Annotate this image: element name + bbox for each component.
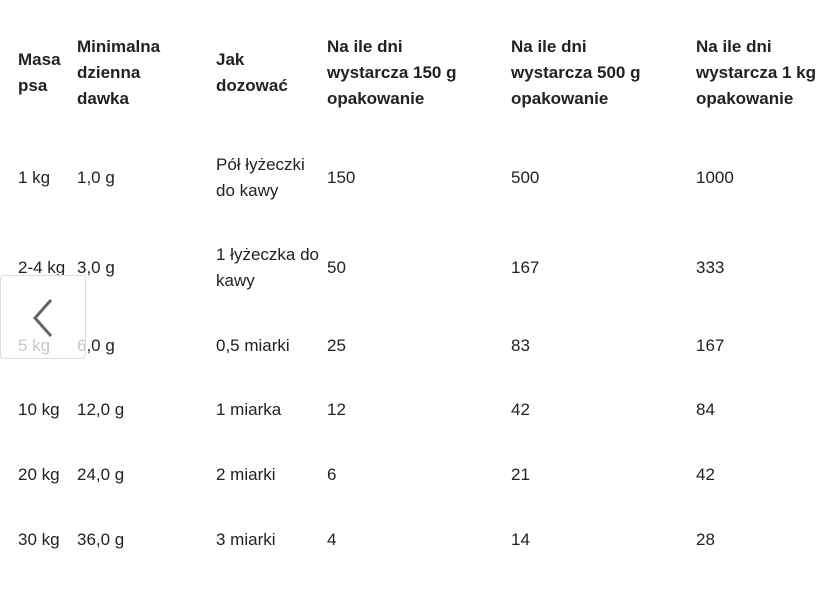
table-cell: Pół łyżeczki do kawy [216,155,305,200]
header-line: dzienna [77,63,141,82]
table-cell: 24,0 g [77,465,125,484]
table-cell: 3 miarki [216,530,276,549]
table-cell: 3,0 g [77,258,115,277]
chevron [32,299,53,337]
table-cell: 2-4 kg [18,258,66,277]
table-cell: 500 [511,168,540,187]
table-cell: 84 [696,400,715,419]
table-cell: 12,0 g [77,400,125,419]
header-line: opakowanie [511,89,609,108]
table-cell: 167 [696,336,725,355]
header-line: Masa [18,50,61,69]
table-cell: 30 kg [18,530,60,549]
header-line: Na ile dni [696,37,772,56]
header-cell: Minimalna dzienna dawka [77,34,160,112]
table-cell: 25 [327,336,346,355]
header-line: dawka [77,89,129,108]
table-cell: 167 [511,258,540,277]
header-line: opakowanie [696,89,794,108]
header-cell: Na ile dni wystarcza 150 g opakowanie [327,34,456,112]
table-cell: 0,5 miarki [216,336,290,355]
table-cell: 1000 [696,168,734,187]
header-line: Jak [216,50,245,69]
table-cell: 14 [511,530,530,549]
table-cell: 150 [327,168,356,187]
carousel-prev-button[interactable] [0,275,86,359]
table-cell: 12 [327,400,346,419]
table-cell: 20 kg [18,465,60,484]
chevron-icon [32,299,53,337]
header-cell: Masa psa [18,47,61,99]
header-line: wystarcza 150 g [327,63,457,82]
header-line: Na ile dni [511,37,587,56]
table-cell: 21 [511,465,530,484]
table-cell: 1 kg [18,168,51,187]
table-cell: 333 [696,258,725,277]
table-cell: 83 [511,336,530,355]
table-cell: 1 łyżeczka do kawy [216,245,319,290]
table-cell: 36,0 g [77,530,125,549]
table-cell: 4 [327,530,337,549]
header-cell: Na ile dni wystarcza 500 g opakowanie [511,34,640,112]
table-cell: 6,0 g [77,336,115,355]
table-cell: 42 [511,400,530,419]
header-cell: Na ile dni wystarcza 1 kg opakowanie [696,34,816,112]
header-line: Minimalna [77,37,161,56]
header-line: opakowanie [327,89,425,108]
table-cell: 28 [696,530,715,549]
table-cell: 2 miarki [216,465,276,484]
table-cell: 1,0 g [77,168,115,187]
table-cell: 1 miarka [216,400,282,419]
header-line: Na ile dni [327,37,403,56]
header-line: wystarcza 1 kg [696,63,817,82]
table-cell: 6 [327,465,337,484]
header-line: dozować [216,76,288,95]
table-cell: 50 [327,258,346,277]
table-cell: 42 [696,465,715,484]
table-cell: 10 kg [18,400,60,419]
header-line: psa [18,76,48,95]
header-line: wystarcza 500 g [511,63,641,82]
header-cell: Jak dozować [216,47,288,99]
